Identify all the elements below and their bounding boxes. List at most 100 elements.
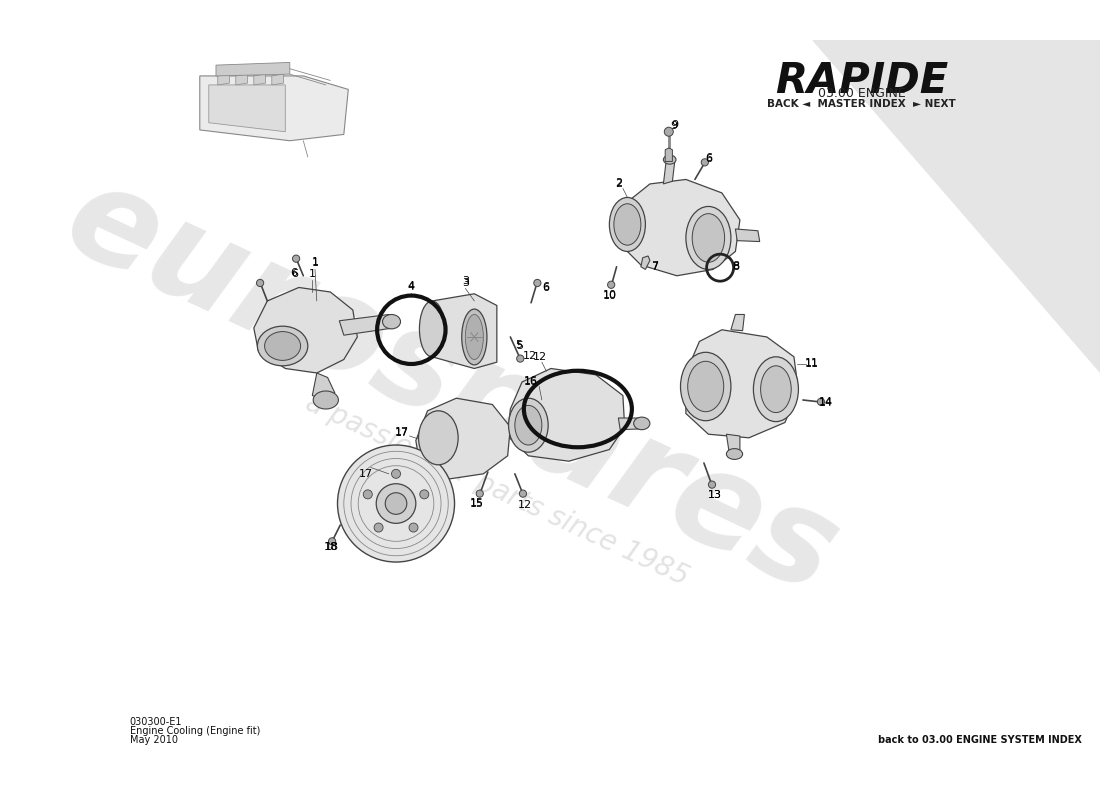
Text: 3: 3 [462,276,469,286]
Text: 9: 9 [671,122,678,131]
Text: 6: 6 [290,269,298,279]
Polygon shape [339,314,394,335]
Text: 17: 17 [359,469,373,479]
Polygon shape [218,74,230,85]
Text: 16: 16 [524,376,538,386]
Polygon shape [730,314,745,330]
Ellipse shape [419,301,444,357]
Text: 1: 1 [311,258,319,268]
Text: 10: 10 [603,290,617,301]
Text: 6: 6 [542,282,549,293]
Polygon shape [312,373,334,400]
Ellipse shape [418,411,458,465]
Circle shape [376,484,416,523]
Text: 5: 5 [515,340,522,350]
Polygon shape [618,418,642,430]
Text: 4: 4 [408,281,415,290]
Circle shape [701,158,708,166]
Polygon shape [812,40,1100,373]
Circle shape [338,445,454,562]
Polygon shape [726,434,740,454]
Ellipse shape [462,309,487,365]
Text: 6: 6 [705,154,712,164]
Circle shape [409,523,418,532]
Text: 2: 2 [615,178,622,188]
Polygon shape [200,76,349,141]
Text: 3: 3 [462,278,469,288]
Text: 11: 11 [805,359,818,369]
Text: 13: 13 [707,490,722,501]
Ellipse shape [663,155,676,164]
Ellipse shape [383,314,400,329]
Text: 14: 14 [818,398,833,408]
Circle shape [329,538,336,545]
Polygon shape [663,158,675,184]
Text: 8: 8 [733,261,740,271]
Text: 1: 1 [311,258,319,267]
Text: 7: 7 [651,261,658,271]
Text: eurospares: eurospares [46,153,857,621]
Polygon shape [432,294,497,369]
Ellipse shape [754,357,799,422]
Text: 2: 2 [615,179,622,189]
Text: 03.00 ENGINE: 03.00 ENGINE [817,86,905,100]
Circle shape [817,398,825,406]
Text: 8: 8 [732,262,739,272]
Text: 6: 6 [705,153,712,163]
Circle shape [708,481,716,488]
Text: 030300-E1: 030300-E1 [130,717,183,727]
Text: 13: 13 [707,490,722,499]
Circle shape [256,279,264,286]
Text: 17: 17 [395,428,409,438]
Text: RAPIDE: RAPIDE [774,60,948,102]
Ellipse shape [760,366,791,413]
Text: 18: 18 [324,542,339,552]
Text: 4: 4 [408,282,415,293]
Text: 6: 6 [542,283,549,294]
Text: 15: 15 [470,498,484,508]
Text: 14: 14 [818,397,833,407]
Text: 6: 6 [290,268,297,278]
Text: 12: 12 [534,352,547,362]
Polygon shape [254,287,358,373]
Text: 16: 16 [524,377,538,387]
Circle shape [664,127,673,136]
Text: 1: 1 [309,269,316,279]
Text: 10: 10 [603,290,616,300]
Ellipse shape [614,204,641,245]
Ellipse shape [688,362,724,412]
Ellipse shape [726,449,742,459]
Text: 18: 18 [324,542,339,552]
Polygon shape [736,229,760,242]
Circle shape [517,355,524,362]
Polygon shape [216,62,289,76]
Ellipse shape [465,314,483,359]
Text: 9: 9 [671,121,679,130]
Text: BACK ◄  MASTER INDEX  ► NEXT: BACK ◄ MASTER INDEX ► NEXT [767,99,956,110]
Polygon shape [666,148,672,162]
Polygon shape [416,398,510,479]
Circle shape [519,490,527,498]
Ellipse shape [314,391,339,409]
Circle shape [476,490,483,498]
Circle shape [420,490,429,499]
Ellipse shape [265,331,300,360]
Ellipse shape [686,206,730,270]
Polygon shape [254,74,265,85]
Polygon shape [686,330,799,438]
Text: Engine Cooling (Engine fit): Engine Cooling (Engine fit) [130,726,260,736]
Text: 7: 7 [651,262,658,272]
Circle shape [385,493,407,514]
Text: 17: 17 [395,427,409,438]
Text: 12: 12 [518,500,531,510]
Text: back to 03.00 ENGINE SYSTEM INDEX: back to 03.00 ENGINE SYSTEM INDEX [878,735,1082,745]
Ellipse shape [692,214,725,262]
Text: 15: 15 [470,498,484,509]
Polygon shape [614,179,740,276]
Circle shape [363,490,372,499]
Ellipse shape [609,198,646,251]
Circle shape [293,255,299,262]
Polygon shape [272,74,284,85]
Polygon shape [209,85,285,132]
Text: 11: 11 [805,358,818,368]
